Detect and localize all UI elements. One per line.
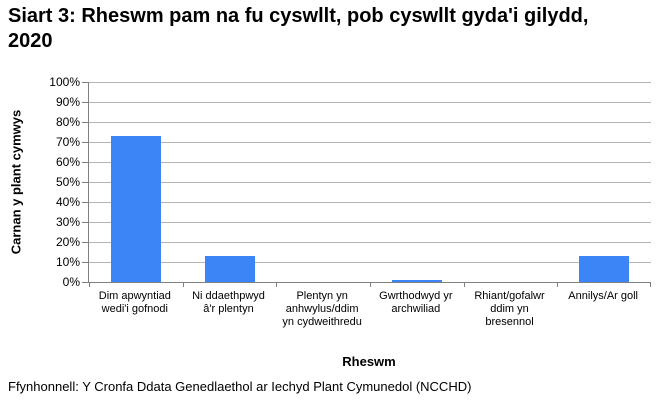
y-tick-label: 30%	[55, 215, 80, 229]
y-tick-label: 40%	[55, 195, 80, 209]
gridline	[89, 242, 651, 243]
y-tick-label: 10%	[55, 255, 80, 269]
x-category-label: Ni ddaethpwyd â'r plentyn	[192, 290, 265, 315]
gridline	[89, 122, 651, 123]
x-tick-mark	[276, 282, 277, 287]
gridline	[89, 182, 651, 183]
y-tick-mark	[82, 82, 88, 83]
x-tick-mark	[89, 282, 90, 287]
gridline	[89, 222, 651, 223]
x-category-label: Annilys/Ar goll	[568, 290, 638, 302]
plot-area	[82, 82, 651, 287]
y-tick-mark	[82, 182, 88, 183]
y-tick-mark	[82, 142, 88, 143]
x-tick-mark	[370, 282, 371, 287]
x-category-label: Plentyn yn anhwylus/ddim yn cydweithredu	[282, 290, 362, 328]
chart-title: Siart 3: Rheswm pam na fu cyswllt, pob c…	[8, 5, 589, 52]
bar	[110, 136, 161, 282]
source-note: Ffynhonnell: Y Cronfa Ddata Genedlaethol…	[8, 379, 472, 394]
y-tick-mark	[82, 102, 88, 103]
gridline	[89, 202, 651, 203]
y-tick-label: 50%	[55, 175, 80, 189]
x-axis-title: Rheswm	[342, 354, 396, 369]
gridline	[89, 162, 651, 163]
y-tick-mark	[82, 222, 88, 223]
x-tick-mark	[183, 282, 184, 287]
y-tick-mark	[82, 202, 88, 203]
y-tick-label: 0%	[62, 275, 80, 289]
x-tick-mark	[557, 282, 558, 287]
gridline	[89, 142, 651, 143]
y-tick-label: 60%	[55, 155, 80, 169]
gridline	[89, 102, 651, 103]
y-tick-mark	[82, 242, 88, 243]
y-tick-label: 70%	[55, 135, 80, 149]
bar	[204, 256, 255, 282]
gridline	[89, 262, 651, 263]
y-tick-label: 20%	[55, 235, 80, 249]
y-tick-label: 90%	[55, 95, 80, 109]
x-category-label: Dim apwyntiad wedi'i gofnodi	[98, 290, 171, 315]
x-tick-mark	[464, 282, 465, 287]
y-tick-mark	[82, 262, 88, 263]
bar	[579, 256, 630, 282]
y-tick-mark	[82, 122, 88, 123]
bar	[391, 280, 442, 282]
y-tick-label: 80%	[55, 115, 80, 129]
y-tick-label: 100%	[49, 75, 80, 89]
y-tick-mark	[82, 282, 88, 283]
y-tick-mark	[82, 162, 88, 163]
x-category-label: Gwrthodwyd yr archwiliad	[379, 290, 453, 315]
gridline	[89, 82, 651, 83]
x-category-label: Rhiant/gofalwr ddim yn bresennol	[474, 290, 545, 328]
x-tick-mark	[650, 282, 651, 287]
